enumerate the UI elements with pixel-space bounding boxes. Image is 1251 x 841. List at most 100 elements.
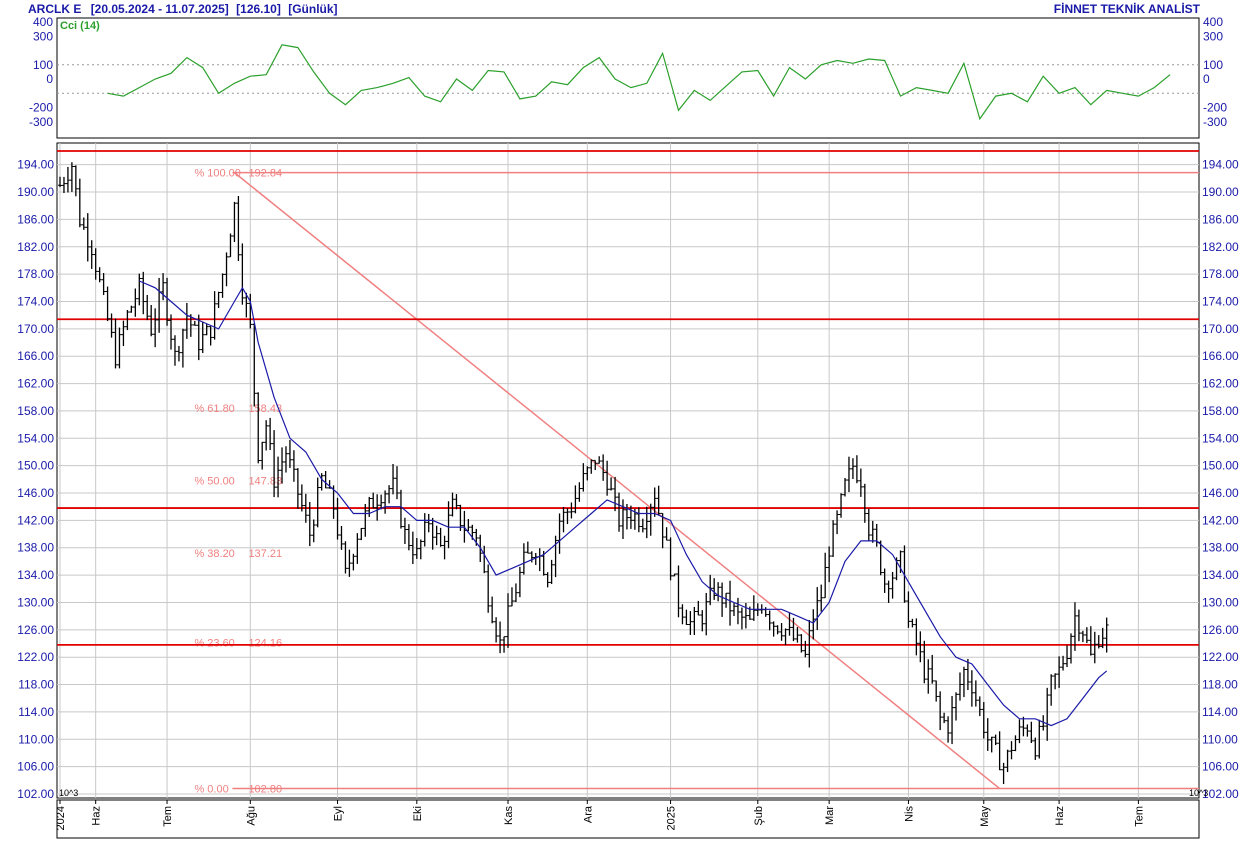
ohlc-bar [918,631,923,663]
ohlc-bar [61,176,66,194]
ohlc-bar [712,578,717,600]
cci-tick-label: -300 [29,115,53,129]
ohlc-bar [938,691,943,731]
date-tick-label: Tem [162,806,174,827]
ohlc-bar [771,621,776,637]
ohlc-bar [858,468,863,497]
ohlc-bar [620,499,625,540]
ohlc-bar [835,510,840,535]
ohlc-bar [850,458,855,480]
price-tick-label: 146.00 [17,486,54,500]
ohlc-bar [1065,645,1070,668]
ohlc-bar [573,485,578,514]
ohlc-bar [450,492,455,517]
ohlc-bar [81,217,86,230]
ohlc-bar [827,546,832,583]
ohlc-bar [862,483,867,523]
ohlc-bar [609,477,614,491]
date-range-label: [20.05.2024 - 11.07.2025] [90,2,229,16]
date-tick-label: Mar [824,806,836,825]
ohlc-bar [819,584,824,612]
ohlc-bar [779,623,784,641]
ohlc-bar [961,666,966,698]
ohlc-bar [426,513,431,533]
ohlc-bar [283,446,288,473]
ohlc-bar [521,543,526,575]
ohlc-bar [672,573,677,577]
ohlc-bar [997,731,1002,771]
ohlc-bar [585,466,590,481]
fib-level-label: % 23.60 [194,637,234,649]
ohlc-bar [228,233,233,258]
ohlc-bar [315,477,320,528]
cci-line [107,44,1171,121]
ohlc-bar [291,450,296,482]
ohlc-bar [125,309,130,331]
ohlc-bar [593,459,598,471]
ohlc-bar [617,492,622,532]
ohlc-bar [176,345,181,362]
ohlc-bar [985,718,990,751]
ohlc-bar [597,456,602,464]
price-tick-label: 114.00 [1202,705,1238,719]
ohlc-bar [101,273,106,296]
ohlc-bar [121,320,126,347]
ohlc-bar [981,702,986,739]
price-tick-label: 110.00 [1202,732,1238,746]
fib-level-value: 192.84 [248,168,282,180]
ohlc-bar [208,326,213,346]
date-tick-label: Kas [503,806,515,825]
date-axis-frame [56,799,1200,839]
cci-tick-label: 400 [1203,15,1223,29]
ohlc-bar [1009,741,1014,760]
ohlc-bar [442,535,447,560]
price-tick-label: 166.00 [1202,349,1239,363]
price-tick-label: 134.00 [17,568,54,582]
ohlc-bar [232,201,237,243]
ohlc-bar [1053,673,1058,690]
price-tick-label: 170.00 [1202,322,1239,336]
cci-tick-label: 0 [46,72,53,86]
date-tick-label: Eyl [333,806,345,821]
ohlc-bar [252,323,257,407]
ohlc-bar [569,502,574,519]
price-tick-label: 190.00 [1202,185,1239,199]
price-tick-label: 162.00 [17,377,54,391]
price-tick-label: 102.00 [17,787,54,801]
ohlc-bar [339,525,344,550]
price-tick-label: 194.00 [1202,158,1239,172]
ohlc-bar [379,494,384,510]
ohlc-bar [387,485,392,504]
moving-average-line [139,280,1108,727]
date-tick-label: Ağu [245,806,257,826]
ohlc-bar [696,600,701,616]
date-tick-label: Eki [412,806,424,821]
ohlc-bar [973,680,978,707]
ohlc-bar [529,551,534,563]
price-tick-label: 190.00 [17,185,54,199]
cci-tick-label: 300 [33,29,53,43]
ohlc-bar [1092,631,1097,664]
ohlc-bar [977,696,982,717]
ohlc-bar [965,658,970,691]
ohlc-bar [525,541,530,554]
cci-tick-label: 0 [1203,72,1210,86]
fib-level-label: % 61.80 [194,403,234,415]
ohlc-bar [260,441,265,470]
ohlc-bar [831,520,836,557]
ohlc-bar [660,512,665,549]
ohlc-bar [775,625,780,635]
ohlc-bar [351,553,356,571]
ohlc-bar [438,527,443,547]
ohlc-bar [402,517,407,544]
ohlc-bar [942,712,947,724]
price-tick-label: 114.00 [18,705,54,719]
ohlc-bar [410,531,415,565]
chart-header: ARCLK E [20.05.2024 - 11.07.2025] [126.1… [28,2,338,16]
price-tick-label: 138.00 [17,541,54,555]
price-tick-label: 118.00 [1202,678,1238,692]
ohlc-bar [946,716,951,743]
price-tick-label: 174.00 [1202,294,1239,308]
